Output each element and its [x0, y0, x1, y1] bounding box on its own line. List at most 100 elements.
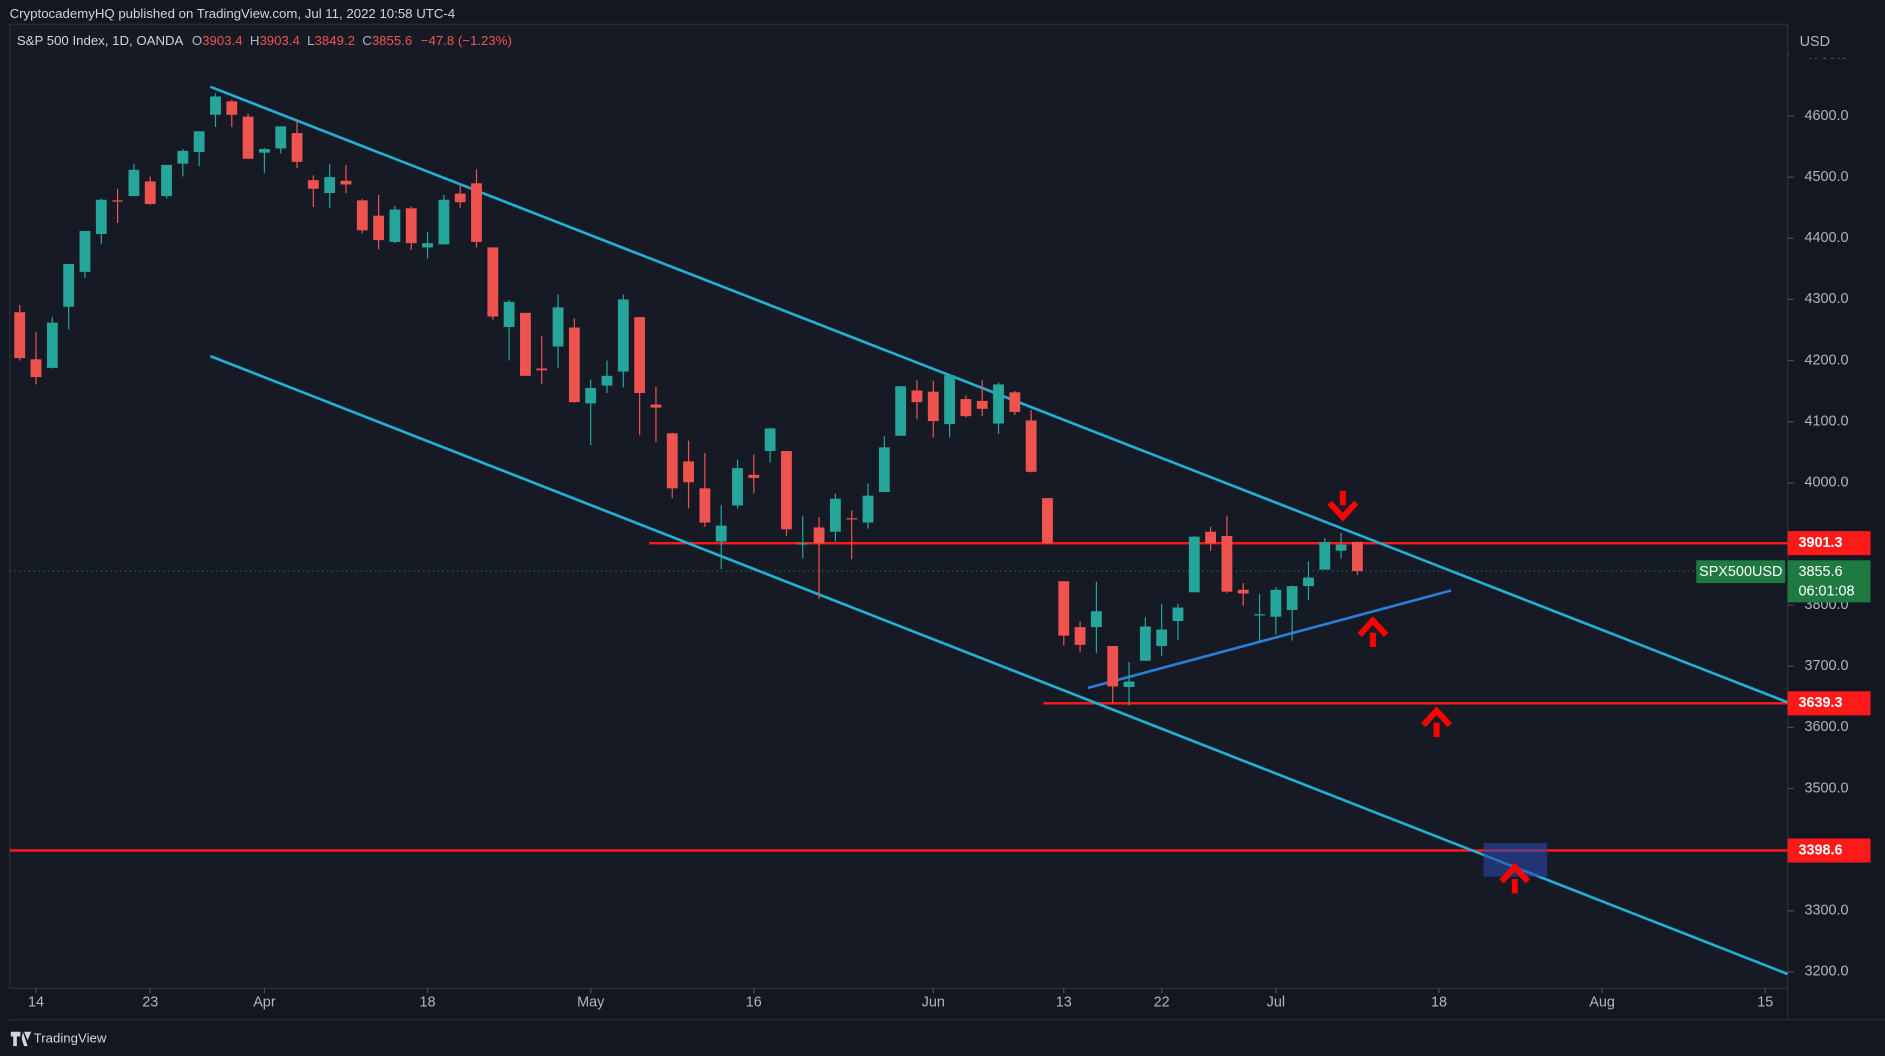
candle-body — [1270, 589, 1282, 617]
candle-body — [650, 404, 662, 408]
candle-body — [63, 263, 75, 307]
candle-body — [1319, 542, 1331, 570]
y-tick-label: 4000.0 — [1804, 475, 1848, 491]
candle-body — [568, 327, 580, 403]
y-tick-label: 4400.0 — [1804, 230, 1848, 246]
candle-body — [1123, 681, 1135, 688]
y-tick-label: 3600.0 — [1804, 719, 1848, 735]
candle-body — [895, 386, 907, 436]
candle-body — [1303, 577, 1314, 587]
legend-key: L — [307, 33, 314, 48]
candle-body — [389, 209, 401, 242]
y-tick-label: 4100.0 — [1804, 413, 1848, 429]
level-label: 3901.3 — [1798, 535, 1842, 551]
x-tick-label: 23 — [142, 995, 158, 1011]
last-price-tag — [1787, 560, 1871, 603]
candle-body — [911, 390, 923, 403]
y-tick-label: 4300.0 — [1804, 291, 1848, 307]
candle-body — [226, 101, 238, 115]
candle-body — [454, 193, 466, 203]
candle-body — [944, 375, 955, 425]
candle-body — [503, 301, 515, 327]
candle-body — [438, 199, 450, 245]
candle-body — [177, 150, 189, 164]
candle-body — [666, 433, 678, 489]
candles — [14, 93, 1363, 706]
arrow-up — [1499, 862, 1531, 894]
x-tick-label: 14 — [28, 995, 44, 1011]
last-price-label: 3855.6 — [1798, 564, 1842, 580]
candle-body — [1156, 629, 1168, 647]
candle-body — [1009, 392, 1021, 412]
candle-body — [95, 199, 107, 234]
x-tick-label: Aug — [1589, 995, 1615, 1011]
candle-body — [878, 447, 890, 492]
candle-body — [405, 208, 417, 244]
candle-body — [242, 116, 254, 159]
y-tick-label: 4600.0 — [1804, 108, 1848, 124]
candle-body — [617, 299, 629, 372]
candle-body — [1188, 536, 1200, 593]
candle-body — [715, 525, 727, 542]
candle-body — [585, 388, 597, 404]
y-tick-label: 3300.0 — [1804, 903, 1848, 919]
candle-body — [520, 312, 531, 376]
x-tick-label: 22 — [1154, 995, 1170, 1011]
candle-body — [356, 200, 368, 231]
candle-body — [732, 468, 743, 506]
legend-name: S&P 500 Index, 1D, OANDA — [17, 33, 184, 48]
candle-body — [1139, 626, 1151, 661]
candle-body — [781, 451, 792, 530]
candle-body — [1172, 607, 1184, 621]
price-tags: 3901.3 3639.3 3398.6 SPX500USD 3855.6 06:01:0… — [9, 531, 1871, 863]
candle-body — [1254, 614, 1265, 616]
candle-body — [1090, 611, 1102, 628]
level-tag — [1787, 838, 1871, 863]
candle-body — [976, 400, 988, 409]
x-tick-label: Jul — [1267, 995, 1285, 1011]
candle-body — [307, 180, 319, 189]
candle-body — [797, 543, 809, 545]
y-tick-label: 4500.0 — [1804, 169, 1848, 185]
candle-body — [536, 368, 548, 371]
plot-area — [9, 23, 1789, 990]
y-tick-label: 4200.0 — [1804, 352, 1848, 368]
symbol-label: SPX500USD — [1699, 564, 1782, 580]
x-tick-label: 13 — [1056, 995, 1072, 1011]
level-label: 3398.6 — [1798, 842, 1842, 858]
candle-body — [210, 96, 221, 115]
y-tick-label: 3200.0 — [1804, 964, 1848, 980]
candle-body — [813, 527, 825, 544]
candle-body — [1058, 581, 1070, 636]
y-tick-label: 3500.0 — [1804, 780, 1848, 796]
candle-body — [14, 312, 26, 359]
legend: S&P 500 Index, 1D, OANDA O3903.4 H3903.4… — [17, 33, 512, 48]
candle-body — [764, 428, 776, 452]
candle-body — [1042, 498, 1053, 544]
x-tick-label: 18 — [1431, 995, 1447, 1011]
x-tick-label: 16 — [746, 995, 762, 1011]
candle-body — [846, 518, 858, 520]
level-tag — [1787, 531, 1871, 556]
candle-body — [1107, 646, 1119, 687]
candle-body — [422, 243, 433, 248]
candle-body — [161, 164, 172, 197]
candle-body — [1286, 586, 1298, 610]
candle-body — [46, 322, 58, 368]
currency-bg — [1788, 29, 1885, 58]
candle-body — [1025, 420, 1037, 472]
legend-key: C — [362, 33, 372, 48]
candle-body — [1335, 544, 1347, 551]
arrow-down — [1327, 490, 1359, 522]
candle-body — [30, 359, 42, 378]
legend-value: 3903.4 — [202, 33, 242, 48]
candle-body — [1074, 627, 1086, 645]
candle-body — [960, 399, 972, 417]
candle-body — [699, 488, 711, 523]
candle-body — [1221, 536, 1233, 592]
legend-key: H — [250, 33, 260, 48]
candle-body — [128, 169, 140, 197]
arrow-up — [1357, 616, 1389, 648]
x-tick-label: Jun — [922, 995, 945, 1011]
